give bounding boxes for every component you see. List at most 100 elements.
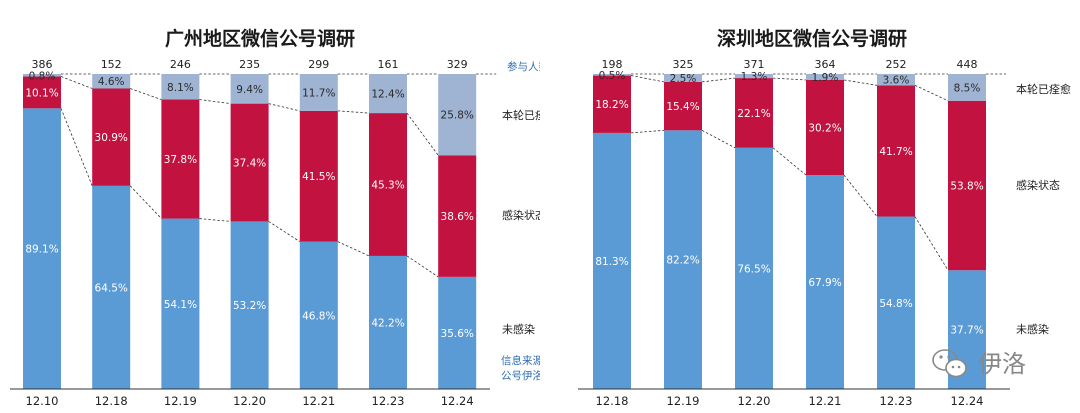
guangzhou-stacked-bar-chart: 广州地区微信公号调研 89.1% 10.1% 0.8%386 12.10 64.5% 30… — [10, 27, 540, 408]
data-label-recovered: 4.6% — [98, 76, 125, 88]
bar-segment-infected — [230, 103, 269, 222]
data-label-recovered: 0.5% — [599, 70, 626, 82]
connector-line-not-infected — [914, 216, 949, 271]
connector-line-not-infected — [843, 174, 878, 217]
connector-line-infected — [843, 79, 878, 86]
bar-segment-recovered — [735, 74, 773, 79]
bar-segment-infected — [735, 78, 773, 148]
connector-line-not-infected — [60, 108, 93, 186]
chart-title: 深圳地区微信公号调研 — [717, 27, 907, 50]
watermark: 伊洛 — [930, 342, 1060, 382]
participants-label: 参与人数 — [507, 60, 540, 73]
bar-segment-infected — [369, 113, 407, 256]
data-label-recovered: 1.9% — [812, 72, 839, 84]
bar-segment-recovered — [948, 74, 986, 101]
data-label-infected: 30.9% — [95, 132, 128, 144]
data-label-infected: 38.6% — [441, 211, 474, 223]
data-label-not-infected: 46.8% — [302, 310, 335, 322]
source-label-line2: 公号伊洛 — [501, 369, 540, 382]
x-tick-label: 12.21 — [302, 394, 335, 408]
connector-line-infected — [337, 110, 370, 114]
connector-lines-layer — [60, 73, 497, 278]
data-label-infected: 15.4% — [666, 101, 699, 113]
x-tick-label: 12.20 — [738, 394, 771, 408]
data-label-not-infected: 89.1% — [25, 244, 58, 256]
chart-title: 广州地区微信公号调研 — [165, 27, 355, 50]
source-label-line1: 信息来源 — [501, 354, 540, 367]
bar-segment-recovered — [438, 74, 477, 156]
data-label-infected: 45.3% — [371, 180, 404, 192]
participant-count: 364 — [815, 58, 836, 71]
bar-segment-not-infected — [230, 221, 269, 389]
data-label-infected: 41.5% — [302, 171, 335, 183]
x-tick-label: 12.23 — [372, 394, 405, 408]
bar-segment-not-infected — [23, 108, 61, 390]
x-tick-label: 12.21 — [809, 394, 842, 408]
participant-count: 386 — [32, 58, 53, 71]
data-label-not-infected: 67.9% — [808, 277, 841, 289]
data-label-infected: 10.1% — [25, 87, 58, 99]
connector-line-not-infected — [199, 218, 231, 222]
participant-count: 161 — [378, 58, 399, 71]
bar-segment-infected — [948, 100, 986, 271]
bar-segment-recovered — [92, 74, 131, 89]
data-label-infected: 30.2% — [808, 123, 841, 135]
data-label-infected: 37.4% — [233, 158, 266, 170]
bars-layer — [593, 74, 986, 389]
connector-line-infected — [701, 77, 736, 83]
data-label-recovered: 1.3% — [741, 71, 768, 83]
bar-segment-recovered — [299, 74, 338, 111]
bar-segment-not-infected — [806, 175, 844, 389]
connector-line-not-infected — [630, 129, 665, 134]
bar-segment-recovered — [664, 74, 702, 82]
bar-segment-recovered — [230, 74, 269, 104]
x-tick-label: 12.10 — [26, 394, 59, 408]
legend-infected-label: 感染状态 — [502, 208, 540, 222]
participant-count: 235 — [239, 58, 260, 71]
participant-count: 246 — [170, 58, 191, 71]
bar-segment-infected — [806, 79, 844, 176]
connector-line-not-infected — [268, 221, 301, 242]
participant-count: 371 — [744, 58, 765, 71]
bar-segment-not-infected — [593, 132, 631, 389]
data-label-not-infected: 53.2% — [233, 300, 266, 312]
connector-line-infected — [914, 84, 949, 102]
connector-line-infected — [630, 75, 665, 83]
data-label-recovered: 0.8% — [29, 70, 56, 82]
guangzhou-chart-panel: 广州地区微信公号调研 89.1% 10.1% 0.8% 386 12.10 64.5% 30… — [10, 27, 540, 408]
bar-segment-infected — [877, 85, 915, 217]
legend-recovered-label: 本轮已痊愈 — [1016, 82, 1071, 96]
legend-not-infected-label: 未感染 — [1016, 322, 1049, 336]
watermark-text: 伊洛 — [978, 350, 1026, 378]
bar-segment-infected — [161, 99, 200, 219]
data-label-not-infected: 82.2% — [666, 255, 699, 267]
connector-line-infected — [60, 76, 93, 89]
connector-lines-layer — [630, 73, 1006, 271]
bar-segment-infected — [664, 81, 702, 131]
data-label-recovered: 25.8% — [441, 110, 474, 122]
shenzhen-chart-panel: 深圳地区微信公号调研 81.3% 18.2% 0.5% 198 12.18 82.2% 15… — [540, 0, 1080, 413]
x-tick-label: 12.18 — [596, 394, 629, 408]
x-tick-label: 12.19 — [164, 394, 197, 408]
connector-line-infected — [130, 88, 162, 100]
participant-count: 299 — [308, 58, 329, 71]
data-label-infected: 41.7% — [879, 146, 912, 158]
labels-layer: 89.1% 10.1% 0.8%386 12.10 64.5% 30.9% 4.6% 152 1… — [25, 58, 474, 408]
x-tick-label: 12.18 — [95, 394, 128, 408]
connector-line-infected — [772, 77, 807, 81]
connector-line-not-infected — [406, 255, 439, 278]
x-tick-label: 12.23 — [880, 394, 913, 408]
data-label-not-infected: 64.5% — [95, 282, 128, 294]
bar-segment-recovered — [593, 74, 631, 76]
data-label-not-infected: 54.1% — [164, 299, 197, 311]
data-label-infected: 53.8% — [950, 181, 983, 193]
participant-count: 448 — [957, 58, 978, 71]
bar-segment-recovered — [877, 74, 915, 86]
x-tick-label: 12.20 — [233, 394, 266, 408]
bar-segment-recovered — [806, 74, 844, 80]
data-label-recovered: 8.1% — [167, 82, 194, 94]
bars-layer — [23, 74, 477, 390]
wechat-icon — [932, 349, 967, 378]
x-tick-label: 12.19 — [667, 394, 700, 408]
connector-line-infected — [199, 99, 231, 105]
